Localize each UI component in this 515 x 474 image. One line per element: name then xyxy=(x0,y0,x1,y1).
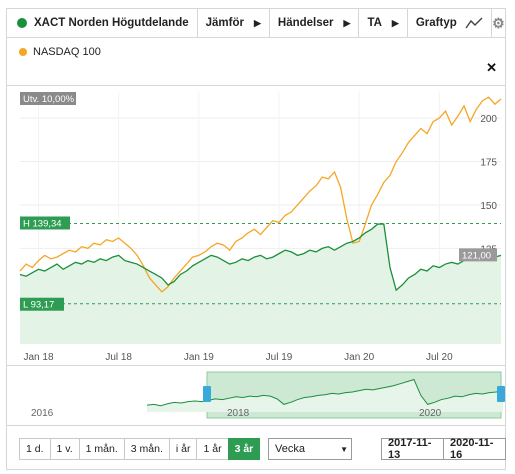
navigator-handle xyxy=(203,386,211,402)
x-tick-label: Jan 18 xyxy=(23,352,53,363)
events-menu[interactable]: Händelser ▶ xyxy=(270,9,360,37)
events-label: Händelser xyxy=(277,17,334,29)
last-value-label-text: 121,00 xyxy=(462,250,491,261)
last-value-label: 121,00 xyxy=(459,248,497,262)
high-label-text: H 139,34 xyxy=(23,218,62,229)
legend-compare-name: NASDAQ 100 xyxy=(33,46,101,58)
instrument-name: XACT Norden Högutdelande xyxy=(34,17,189,29)
settings-gear-icon[interactable]: ⚙ xyxy=(492,14,505,31)
x-tick-label: Jan 20 xyxy=(344,352,374,363)
period-buttons: 1 d. 1 v. 1 mån. 3 mån. i år 1 år 3 år xyxy=(19,438,261,460)
compare-label: Jämför xyxy=(205,17,244,29)
y-tick-label: 200 xyxy=(480,114,497,125)
x-tick-label: Jul 19 xyxy=(266,352,293,363)
low-label-text: L 93,17 xyxy=(23,300,54,311)
last-value-label-bg xyxy=(459,248,497,262)
ta-label: TA xyxy=(367,17,382,29)
caret-right-icon: ▶ xyxy=(391,17,399,28)
compare-color-dot xyxy=(19,48,27,56)
period-button[interactable]: 3 mån. xyxy=(123,438,170,460)
navigator-year-label: 2016 xyxy=(31,408,54,419)
instrument-area xyxy=(20,224,501,344)
date-from-input[interactable]: 2017-11-13 xyxy=(381,437,444,461)
instrument-selector[interactable]: XACT Norden Högutdelande xyxy=(7,9,198,37)
y-tick-label: 175 xyxy=(480,158,497,169)
line-chart-icon xyxy=(465,17,483,29)
series-line-nasdaq xyxy=(19,96,502,293)
bottom-controls: 1 d. 1 v. 1 mån. 3 mån. i år 1 år 3 år Vecka ▼… xyxy=(6,426,506,470)
low-label-bg xyxy=(20,297,64,311)
series-line-instrument xyxy=(19,223,502,292)
x-tick-label: Jul 18 xyxy=(105,352,132,363)
charttype-label: Graftyp xyxy=(415,17,457,29)
period-button[interactable]: 1 d. xyxy=(19,438,51,460)
date-to-input[interactable]: 2020-11-16 xyxy=(443,437,506,461)
legend-item-compare: NASDAQ 100 xyxy=(19,46,101,58)
period-button[interactable]: i år xyxy=(168,438,198,460)
ta-menu[interactable]: TA ▶ xyxy=(359,9,408,37)
chart-toolbar: XACT Norden Högutdelande Jämför ▶ Händel… xyxy=(6,8,506,38)
navigator-frame: 2016 2018 2020 xyxy=(6,366,506,426)
period-button[interactable]: 1 år xyxy=(196,438,229,460)
navigator-handle xyxy=(497,386,505,402)
navigator-area xyxy=(147,379,503,412)
low-label: L 93,17 xyxy=(20,297,64,311)
high-label: H 139,34 xyxy=(20,216,70,230)
y-tick-label: 150 xyxy=(480,201,497,212)
interval-value: Vecka xyxy=(275,443,305,455)
navigator-year-label: 2018 xyxy=(227,408,250,419)
instrument-color-dot xyxy=(17,18,27,28)
caret-right-icon: ▶ xyxy=(343,17,351,28)
high-label-bg xyxy=(20,216,70,230)
scale-label-text: Utv. 10,00% xyxy=(23,94,75,105)
legend-row: NASDAQ 100 ✕ xyxy=(6,38,506,86)
x-tick-label: Jan 19 xyxy=(184,352,214,363)
scale-label-bg xyxy=(20,92,76,105)
navigator-chart[interactable]: 2016 2018 2020 xyxy=(7,366,507,426)
dropdown-arrow-icon: ▼ xyxy=(340,444,348,454)
x-tick-label: Jul 20 xyxy=(426,352,453,363)
period-button[interactable]: 3 år xyxy=(227,438,261,460)
period-button[interactable]: 1 mån. xyxy=(78,438,125,460)
date-range: 2017-11-13 2020-11-16 xyxy=(381,437,506,461)
charttype-menu[interactable]: Graftyp xyxy=(408,9,492,37)
caret-right-icon: ▶ xyxy=(253,17,261,28)
scale-label: Utv. 10,00% xyxy=(20,92,76,105)
period-button[interactable]: 1 v. xyxy=(49,438,80,460)
close-icon[interactable]: ✕ xyxy=(486,60,497,75)
interval-select[interactable]: Vecka ▼ xyxy=(268,438,352,460)
navigator-year-label: 2020 xyxy=(419,408,442,419)
compare-menu[interactable]: Jämför ▶ xyxy=(198,9,270,37)
